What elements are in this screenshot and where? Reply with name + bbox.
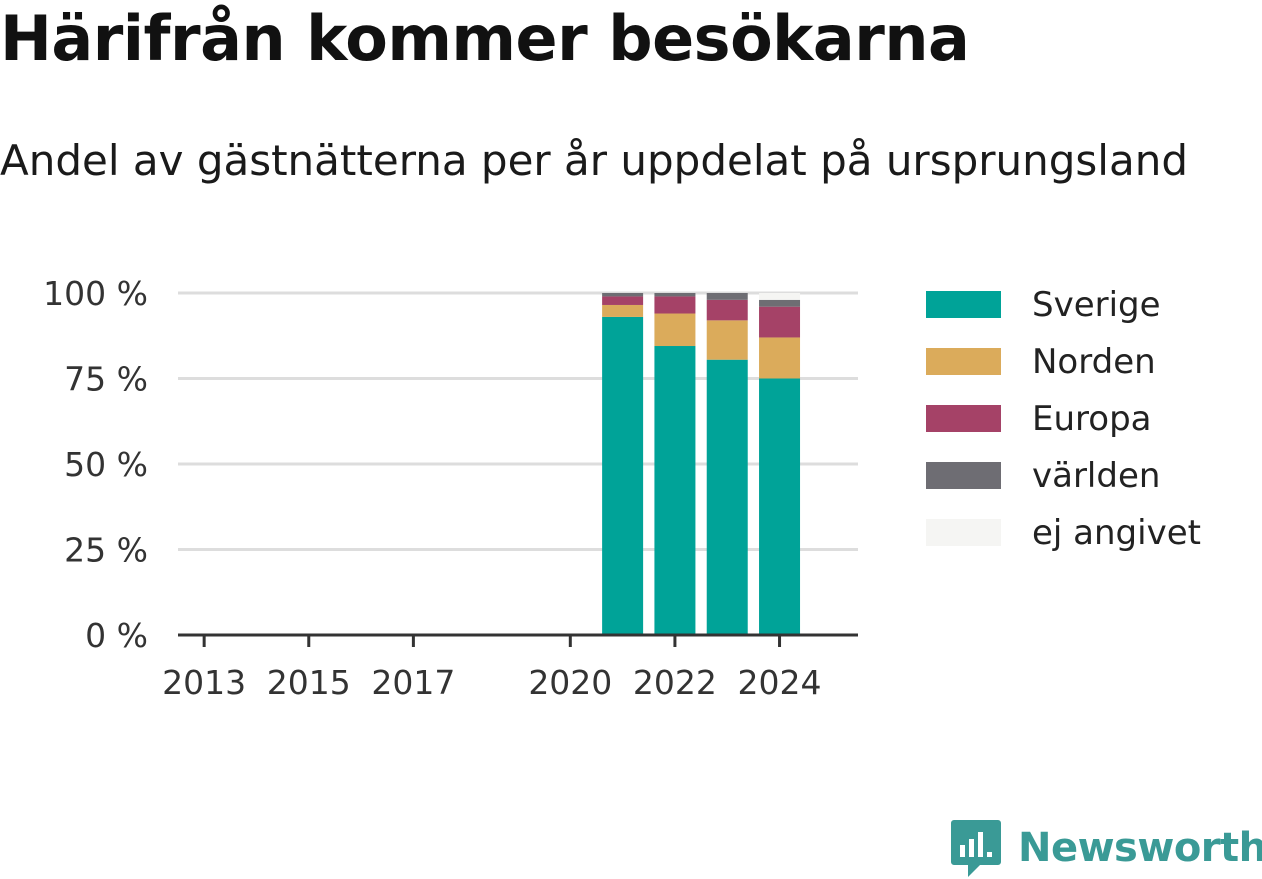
x-tick-label: 2024 [738,663,822,702]
y-tick-label: 25 % [64,531,148,570]
bar-segment-sverige [759,378,801,635]
x-tick-label: 2022 [633,663,717,702]
bar-segment-europa [759,306,801,338]
legend-item: ej angivet [926,504,1201,561]
bar-segment-europa [602,296,644,305]
legend-item: Sverige [926,276,1201,333]
legend-label: Europa [1032,398,1152,439]
legend-label: Sverige [1032,284,1161,325]
x-tick-label: 2017 [371,663,455,702]
bar-segment-ej-angivet [759,293,801,300]
brand-name: Newsworthy [1018,825,1262,871]
legend-swatch [926,519,1001,546]
bar-segment-norden [759,337,801,379]
y-tick-label: 0 % [85,616,148,655]
bar-segment-norden [706,320,748,360]
newsworthy-logo-icon [951,820,1001,877]
bar-segment-sverige [706,359,748,635]
bar-segment-världen [654,293,696,297]
bar-segment-norden [654,313,696,347]
legend-swatch [926,348,1001,375]
legend-swatch [926,291,1001,318]
bar-segment-norden [602,304,644,317]
chart-title: Härifrån kommer besökarna [0,2,970,75]
chart-subtitle: Andel av gästnätterna per år uppdelat på… [0,136,1188,185]
legend-item: Europa [926,390,1201,447]
legend-swatch [926,405,1001,432]
legend: Sverige Norden Europa världen ej angivet [926,276,1201,561]
legend-item: Norden [926,333,1201,390]
legend-label: världen [1032,455,1161,496]
legend-label: ej angivet [1032,512,1201,553]
bar-segment-europa [706,299,748,321]
x-tick-label: 2013 [162,663,246,702]
legend-swatch [926,462,1001,489]
bar-segment-världen [602,293,644,297]
y-tick-label: 100 % [43,274,148,313]
bar-segment-världen [706,293,748,300]
bar-segment-sverige [602,316,644,635]
y-tick-label: 75 % [64,360,148,399]
legend-label: Norden [1032,341,1156,382]
x-tick-label: 2020 [528,663,612,702]
stacked-bar-chart: 0 % 25 % 50 % 75 % 100 % 2013 2015 2017 2020 2022… [43,274,858,702]
y-tick-label: 50 % [64,445,148,484]
x-tick-label: 2015 [267,663,351,702]
bar-segment-världen [759,299,801,307]
bar-segment-europa [654,296,696,314]
newsworthy-logo: Newsworthy [950,818,1262,878]
legend-item: världen [926,447,1201,504]
bar-segment-sverige [654,346,696,635]
